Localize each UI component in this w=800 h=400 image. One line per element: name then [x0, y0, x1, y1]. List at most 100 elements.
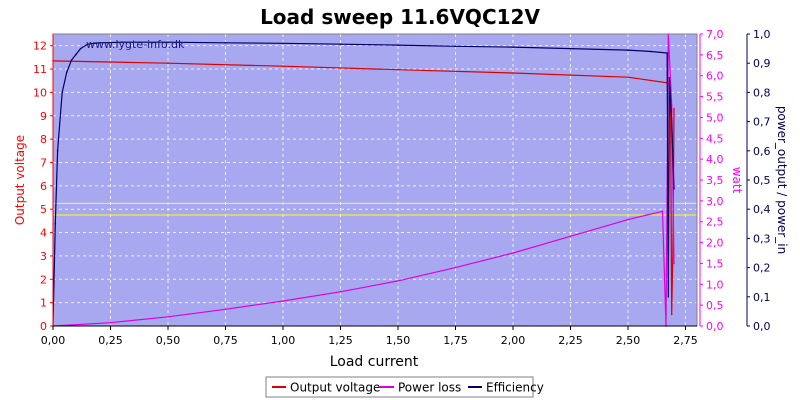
y-left-tick-label: 3	[40, 250, 47, 263]
legend-box	[265, 376, 534, 398]
series-efficiency-point	[282, 42, 284, 45]
y-left-tick-label: 5	[40, 203, 47, 216]
series-efficiency-point	[512, 46, 514, 48]
legend-label: Output voltage	[290, 381, 380, 395]
series-efficiency-point	[668, 77, 671, 79]
y-left-tick-label: 11	[33, 63, 47, 76]
y-right-efficiency-tick-label: 1,0	[753, 28, 771, 41]
series-efficiency-point	[670, 120, 673, 123]
series-power-loss-point	[224, 308, 227, 311]
y-right-efficiency-tick-label: 0,8	[753, 86, 771, 99]
y-right-efficiency-tick-label: 0,9	[753, 57, 771, 70]
series-efficiency-point	[54, 223, 57, 225]
series-efficiency-point	[224, 42, 227, 44]
series-efficiency-point	[61, 91, 63, 94]
y-right-efficiency-tick-label: 0,5	[753, 174, 771, 187]
series-output-voltage-point	[627, 76, 629, 78]
series-efficiency-point	[650, 50, 652, 53]
series-efficiency-point	[454, 45, 457, 48]
series-power-loss-point	[282, 300, 284, 302]
series-output-voltage-point	[282, 65, 284, 67]
y-right-watt-tick-label: 0,0	[706, 320, 724, 333]
chart-title: Load sweep 11.6VQC12V	[260, 5, 540, 29]
x-tick-label: 1,25	[328, 334, 353, 347]
series-power-loss-point	[167, 316, 169, 318]
y-right-watt-tick-label: 4,5	[706, 132, 724, 145]
plot-area	[53, 34, 697, 326]
y-right-watt-tick-label: 5,5	[706, 91, 724, 104]
y-right-efficiency-tick-label: 0,6	[753, 145, 771, 158]
y-left-tick-label: 0	[40, 320, 47, 333]
y-right-efficiency-tick-label: 0,1	[753, 291, 771, 304]
series-efficiency-point	[66, 71, 68, 73]
series-efficiency-point	[86, 43, 89, 45]
series-efficiency-point	[397, 44, 399, 46]
x-tick-label: 0,75	[213, 334, 238, 347]
y-right-watt-tick-label: 2,5	[706, 216, 724, 229]
series-output-voltage-point	[670, 313, 673, 316]
y-right-efficiency-tick-label: 0,3	[753, 232, 771, 245]
y-left-tick-label: 7	[40, 156, 47, 169]
series-efficiency-point	[666, 52, 668, 54]
y-left-tick-label: 8	[40, 133, 47, 146]
y-left-tick-label: 1	[40, 297, 47, 310]
y-axis-left-label: Output voltage	[13, 135, 27, 225]
y-left-tick-label: 12	[33, 40, 47, 53]
grid	[52, 34, 697, 327]
series-efficiency-point	[98, 42, 100, 44]
series-efficiency-point	[121, 41, 123, 43]
series-efficiency-point	[56, 150, 59, 152]
x-tick-label: 2,25	[558, 334, 583, 347]
legend-label: Efficiency	[486, 381, 544, 395]
y-axis-right-efficiency-label: power_output / power_in	[775, 106, 789, 254]
y-right-efficiency-tick-label: 0,4	[753, 203, 771, 216]
y-right-watt-tick-label: 5,0	[706, 111, 724, 124]
x-tick-label: 2,00	[501, 334, 526, 347]
y-right-efficiency-tick-label: 0,2	[753, 262, 771, 275]
series-efficiency-point	[339, 43, 342, 45]
series-efficiency-point	[627, 49, 629, 51]
y-left-tick-label: 10	[33, 86, 47, 99]
y-right-watt-tick-label: 6,0	[706, 70, 724, 83]
series-efficiency-point	[79, 47, 82, 50]
series-power-loss-point	[339, 291, 342, 293]
legend-label: Power loss	[398, 381, 461, 395]
series-efficiency-point	[70, 59, 73, 62]
series-layer	[52, 33, 675, 327]
x-tick-label: 2,50	[616, 334, 641, 347]
axes: 01234567891011120,00,51,01,52,02,53,03,5…	[33, 28, 771, 347]
y-right-watt-tick-label: 1,0	[706, 278, 724, 291]
watermark: www.lygte-info.dk	[86, 38, 185, 51]
series-output-voltage-point	[167, 62, 169, 64]
y-left-tick-label: 6	[40, 180, 47, 193]
y-left-tick-label: 4	[40, 227, 47, 240]
x-tick-label: 0,00	[41, 334, 66, 347]
series-efficiency-point	[673, 188, 675, 190]
series-power-loss-point	[627, 218, 629, 221]
plot-background	[53, 34, 697, 326]
series-efficiency-point	[667, 296, 670, 298]
series-efficiency-point	[167, 41, 169, 43]
series-output-voltage-point	[512, 72, 514, 74]
series-efficiency-point	[75, 53, 77, 56]
y-right-watt-tick-label: 7,0	[706, 28, 724, 41]
series-output-voltage-point	[673, 108, 675, 110]
y-right-watt-tick-label: 0,5	[706, 299, 724, 312]
series-power-loss-point	[397, 280, 399, 282]
y-axis-right-watt-label: watt	[730, 167, 744, 194]
x-tick-label: 1,00	[271, 334, 296, 347]
reference-lines	[53, 202, 697, 216]
y-right-watt-tick-label: 3,0	[706, 195, 724, 208]
series-output-voltage-point	[397, 68, 399, 71]
series-power-loss-point	[673, 262, 675, 265]
y-left-tick-label: 9	[40, 110, 47, 123]
y-right-watt-tick-label: 4,0	[706, 153, 724, 166]
x-axis-label: Load current	[330, 354, 419, 370]
series-power-loss-point	[512, 252, 514, 254]
x-tick-label: 0,50	[156, 334, 181, 347]
series-power-loss-point	[661, 210, 664, 213]
series-power-loss-point	[109, 321, 112, 324]
x-tick-label: 1,75	[443, 334, 468, 347]
legend: Output voltage Power loss Efficiency	[265, 376, 544, 398]
